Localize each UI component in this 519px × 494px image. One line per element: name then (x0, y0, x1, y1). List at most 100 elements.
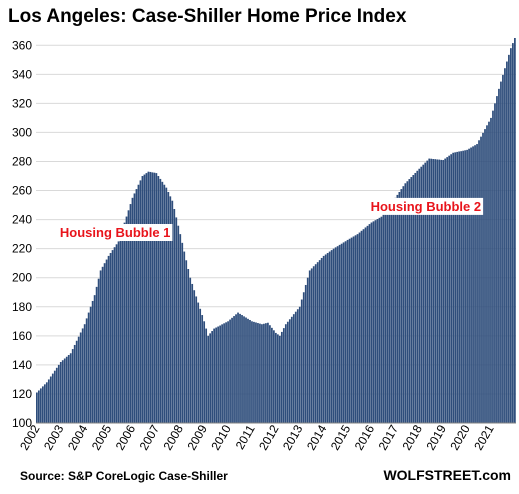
bar (37, 390, 40, 423)
bar (398, 192, 401, 423)
source-note: Source: S&P CoreLogic Case-Shiller (20, 469, 228, 483)
bar (458, 151, 460, 423)
x-tick-label: 2009 (184, 422, 210, 452)
annotation-label: Housing Bubble 1 (60, 225, 170, 240)
bar (340, 243, 343, 423)
bar (149, 171, 152, 423)
bar (215, 327, 217, 423)
bar (81, 328, 84, 423)
bar (117, 241, 120, 423)
bar (73, 344, 76, 423)
bar (77, 336, 80, 423)
y-tick-label: 360 (12, 38, 32, 52)
bar (418, 168, 421, 423)
bar (187, 269, 190, 423)
bar (396, 194, 399, 423)
bar (197, 302, 200, 423)
bar (436, 159, 439, 423)
bar (376, 219, 379, 423)
bar (324, 254, 327, 423)
bar (61, 360, 64, 423)
y-tick-label: 240 (12, 213, 32, 227)
bar (45, 382, 48, 423)
bar (486, 125, 488, 423)
bar (328, 251, 331, 423)
bar (47, 379, 50, 423)
bar (261, 324, 263, 423)
bar (492, 110, 494, 423)
bar (394, 197, 397, 423)
bar (171, 200, 174, 423)
bar (269, 325, 271, 423)
bar (292, 314, 295, 423)
bar (506, 61, 508, 423)
bar (466, 149, 468, 423)
bar (384, 211, 387, 423)
bar (179, 234, 182, 423)
x-tick-label: 2008 (161, 422, 187, 452)
bar (217, 326, 219, 423)
x-tick-label: 2017 (376, 422, 402, 452)
bar (85, 318, 88, 423)
bar (203, 321, 206, 423)
bar (300, 299, 303, 423)
y-tick-label: 220 (12, 242, 32, 256)
y-tick-label: 320 (12, 96, 32, 110)
bar (91, 300, 94, 423)
bar (145, 173, 148, 423)
bar (115, 244, 118, 423)
bar (498, 88, 500, 423)
bar (223, 323, 225, 423)
bar (41, 386, 44, 423)
bar (318, 260, 321, 423)
bar (434, 159, 437, 424)
bar (219, 325, 221, 423)
brand-wordmark: WOLFSTREET.com (383, 467, 511, 483)
y-tick-label: 140 (12, 358, 32, 372)
bar (404, 183, 407, 423)
bar (298, 306, 301, 423)
bar (378, 217, 381, 423)
y-tick-label: 260 (12, 184, 32, 198)
bar (476, 144, 478, 423)
bar (334, 247, 337, 423)
bar (352, 236, 355, 423)
bar (153, 172, 156, 423)
bar (123, 222, 126, 423)
bar (151, 172, 154, 423)
bar (155, 173, 158, 423)
bar (358, 232, 361, 423)
bar (392, 200, 395, 423)
bar (95, 286, 98, 423)
bar (201, 315, 204, 423)
bar (368, 224, 371, 423)
bar (402, 186, 405, 423)
bar (189, 277, 192, 423)
bar (462, 150, 464, 424)
bar (195, 296, 198, 423)
bar (101, 266, 104, 423)
bar (245, 317, 247, 423)
bars (36, 38, 516, 424)
bar (366, 225, 369, 423)
bar (322, 255, 325, 423)
bar (237, 312, 239, 423)
annotations: Housing Bubble 1 Housing Bubble 2 (57, 197, 484, 241)
bar (71, 349, 74, 423)
bar (446, 157, 449, 423)
x-tick-label: 2018 (400, 422, 426, 452)
bar (239, 313, 241, 423)
bar (416, 170, 419, 423)
bar (514, 38, 516, 423)
bar (135, 189, 138, 423)
bar (147, 171, 150, 423)
bar (103, 263, 106, 423)
bar (336, 246, 339, 423)
bar (450, 154, 453, 424)
bar (508, 54, 510, 423)
bar (93, 295, 96, 423)
bar (424, 162, 427, 423)
bar (312, 266, 315, 423)
bar (199, 308, 202, 423)
bar (265, 323, 267, 423)
